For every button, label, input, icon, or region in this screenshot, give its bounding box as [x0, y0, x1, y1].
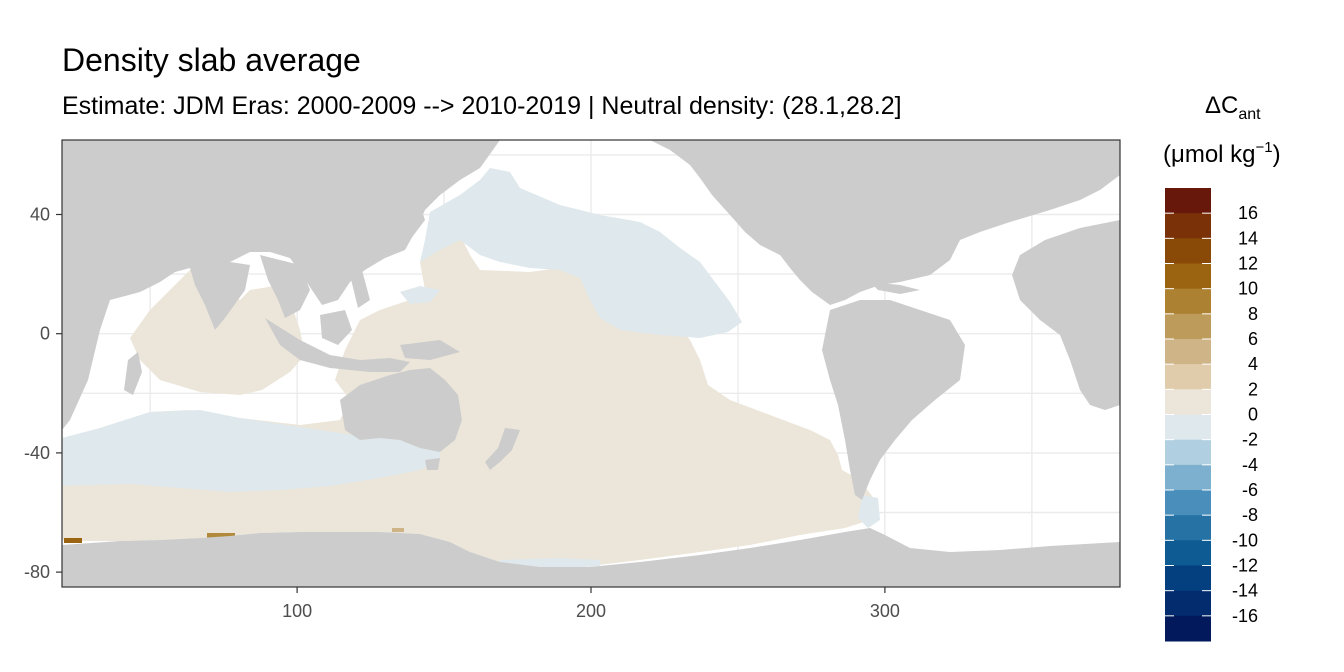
legend-label: 14 — [1238, 228, 1258, 248]
legend-label: 8 — [1248, 304, 1258, 324]
land-new-zealand — [485, 428, 520, 470]
legend-title-base: ΔC — [1205, 92, 1238, 119]
legend-label: -2 — [1242, 430, 1258, 450]
chart-title: Density slab average — [62, 42, 361, 78]
legend-label: 6 — [1248, 329, 1258, 349]
region-southern-indian-negative — [62, 410, 440, 492]
legend-swatch — [1165, 313, 1211, 340]
legend-label: 2 — [1248, 379, 1258, 399]
legend-swatch — [1165, 238, 1211, 264]
legend-labels: 16 14 12 10 8 6 4 2 0 -2 -4 -6 -8 -10 -12 -14 -16 — [1165, 203, 1258, 626]
region-antarctic-spot-3 — [392, 528, 404, 532]
land-indochina — [260, 255, 310, 318]
legend-swatch — [1165, 389, 1211, 415]
y-tick-label: -80 — [24, 562, 50, 582]
legend-title-subscript: ant — [1238, 106, 1261, 123]
legend-label: 0 — [1248, 405, 1258, 425]
legend-label: -14 — [1232, 581, 1258, 601]
land — [62, 140, 1120, 587]
land-philippines — [350, 270, 370, 308]
legend-label: -12 — [1232, 556, 1258, 576]
legend-swatch — [1165, 263, 1211, 290]
land-borneo — [320, 310, 352, 345]
land-new-guinea — [400, 340, 460, 360]
legend-title-line2: (μmol kg−1) — [1163, 139, 1281, 168]
land-india — [190, 262, 250, 330]
legend-unit-end: ) — [1273, 141, 1281, 168]
legend-swatch — [1165, 414, 1211, 441]
y-tick-label: 0 — [40, 324, 50, 344]
legend-swatch — [1165, 590, 1211, 617]
legend-swatch — [1165, 490, 1211, 516]
land-indonesia — [265, 318, 410, 372]
land-south-america — [822, 300, 965, 500]
legend-label: -8 — [1242, 505, 1258, 525]
land-australia — [340, 368, 462, 452]
region-drake-negative — [858, 495, 880, 528]
x-tick-label: 100 — [282, 601, 312, 621]
legend-swatch — [1165, 188, 1211, 214]
land-antarctica — [62, 528, 1120, 587]
land-africa-east — [1012, 220, 1120, 410]
legend-label: -16 — [1232, 606, 1258, 626]
legend-label: -6 — [1242, 480, 1258, 500]
legend-swatch — [1165, 213, 1211, 239]
legend-colorbar — [1165, 188, 1211, 642]
land-north-america — [650, 140, 1120, 305]
legend-swatch — [1165, 439, 1211, 466]
land-eurasia-africa — [62, 140, 500, 430]
legend-swatch — [1165, 339, 1211, 365]
y-tick-label: -40 — [24, 443, 50, 463]
land-japan — [390, 205, 425, 248]
legend-unit-base: (μmol kg — [1163, 141, 1256, 168]
legend-swatch — [1165, 464, 1211, 491]
legend-title-line1: ΔCant — [1205, 92, 1261, 123]
x-tick-label: 200 — [576, 601, 606, 621]
legend-swatch — [1165, 364, 1211, 390]
legend-unit-superscript: −1 — [1256, 139, 1273, 156]
ocean-data — [62, 168, 880, 570]
legend-label: -10 — [1232, 530, 1258, 550]
region-north-pacific-negative — [420, 168, 742, 338]
legend-swatch — [1165, 565, 1211, 592]
legend-swatch — [1165, 515, 1211, 541]
region-antarctic-spot-1 — [207, 533, 235, 539]
region-antarctic-spot-2 — [64, 538, 82, 543]
x-tick-label: 300 — [870, 601, 900, 621]
y-tick-label: 40 — [30, 205, 50, 225]
legend-label: 16 — [1238, 203, 1258, 223]
legend-swatch — [1165, 288, 1211, 315]
legend: ΔCant (μmol kg−1) 16 14 12 10 8 6 4 2 0 -2 -4 -6 -8 -… — [1163, 92, 1281, 642]
land-madagascar — [124, 352, 142, 395]
legend-label: 12 — [1238, 254, 1258, 274]
legend-label: 4 — [1248, 354, 1258, 374]
region-north-pacific-negative-2 — [400, 286, 440, 304]
legend-swatch — [1165, 540, 1211, 566]
legend-label: 10 — [1238, 279, 1258, 299]
chart-subtitle: Estimate: JDM Eras: 2000-2009 --> 2010-2… — [62, 92, 902, 120]
land-caribbean — [870, 282, 920, 294]
land-tasmania — [425, 458, 440, 470]
legend-swatch — [1165, 615, 1211, 642]
legend-label: -4 — [1242, 455, 1258, 475]
